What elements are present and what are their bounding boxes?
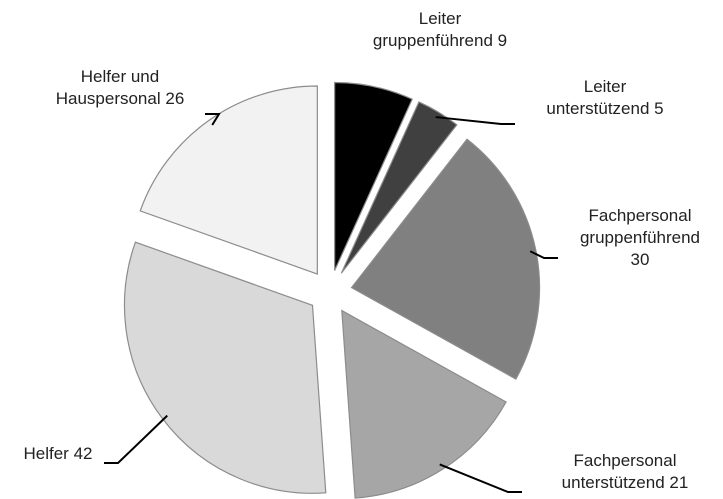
slice-label: Fachpersonal unterstützend 21: [535, 450, 715, 494]
value-label: 26: [165, 89, 185, 108]
value-label: 30: [630, 250, 650, 269]
leader-line: [435, 116, 515, 125]
slice-label: Helfer 42: [3, 443, 113, 465]
leader-line: [529, 250, 558, 259]
slice-label: Leiter unterstützend 5: [530, 76, 680, 120]
slice-label: Helfer und Hauspersonal 26: [45, 66, 195, 110]
leader-line: [439, 463, 522, 493]
slice-label: Leiter gruppenführend 9: [365, 8, 515, 52]
category-name: Fachpersonal unterstützend: [561, 451, 677, 492]
leader-line: [205, 113, 221, 126]
value-label: 42: [73, 444, 93, 463]
pie-slice: [341, 309, 507, 499]
slice-label: Fachpersonal gruppenführend 30: [575, 205, 705, 271]
value-label: 21: [669, 473, 689, 492]
value-label: 5: [654, 99, 664, 118]
leader-line: [104, 414, 168, 464]
pie-slice: [350, 138, 541, 380]
value-label: 9: [497, 31, 508, 50]
category-name: Helfer: [23, 444, 69, 463]
category-name: Leiter gruppenführend: [372, 9, 493, 50]
pie-slice: [340, 101, 458, 274]
category-name: Helfer und Hauspersonal: [55, 67, 161, 108]
category-name: Fachpersonal gruppenführend: [579, 206, 701, 247]
pie-slice: [139, 85, 318, 275]
pie-slice: [123, 241, 327, 494]
category-name: Leiter unterstützend: [546, 77, 650, 118]
pie-slice: [334, 81, 413, 271]
